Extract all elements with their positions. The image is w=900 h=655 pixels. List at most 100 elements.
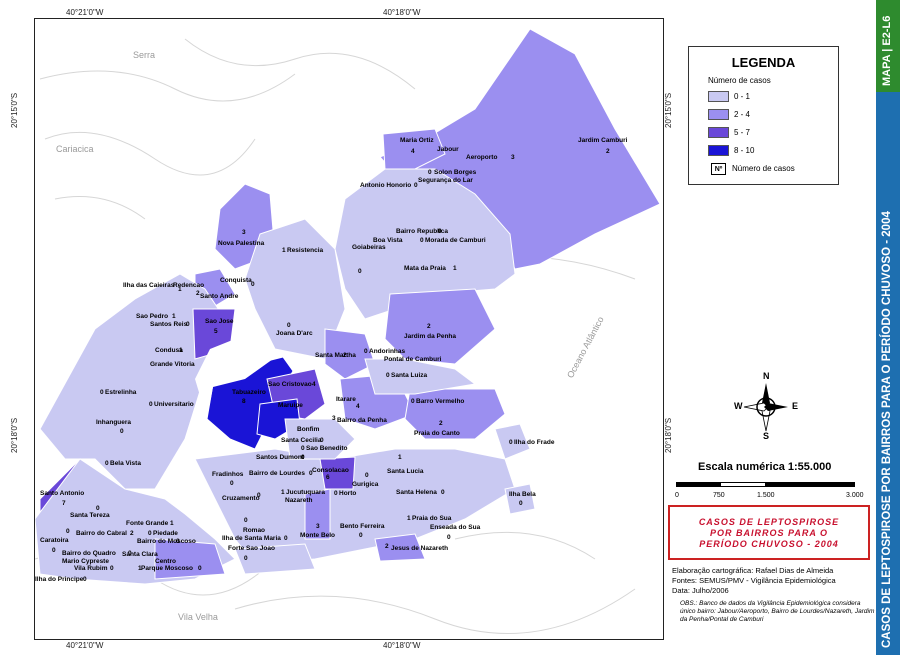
neighborhood-label: Santa Helena [396, 489, 437, 496]
neighborhood-label: Andorinhas [369, 348, 406, 355]
neighborhood-count: 7 [62, 500, 66, 507]
neighborhood-label: Nova Palestina [218, 240, 265, 247]
neighborhood-label: Romao [243, 527, 266, 534]
legend-swatch [708, 127, 729, 138]
neighborhood-label: Nazareth [285, 497, 313, 504]
neighborhood-count: 0 [176, 538, 180, 545]
info-date: Data: Julho/2006 [672, 586, 729, 595]
neighborhood-label: Antonio Honorio [360, 182, 412, 189]
neighborhood-count: 1 [172, 313, 176, 320]
neighborhood-label: Barro Vermelho [416, 398, 465, 405]
neighborhood-count: 8 [242, 398, 246, 405]
region-bonfim [284, 418, 356, 460]
neighborhood-count: 0 [284, 535, 288, 542]
neighborhood-label: Bairro da Penha [337, 417, 387, 424]
compass-n: N [763, 371, 770, 381]
neighborhood-count: 0 [287, 322, 291, 329]
coord-right-upper: 20°15'0"S [664, 92, 673, 128]
info-sources: Fontes: SEMUS/PMV - Vigilância Epidemiol… [672, 576, 836, 585]
coord-bottom-right: 40°18'0"W [383, 641, 421, 650]
neighborhood-count: 0 [83, 576, 87, 583]
neighborhood-label: Santos Dumont [256, 454, 305, 461]
region-moscoso [154, 538, 226, 580]
neighborhood-label: Ilha do Principe [35, 576, 84, 583]
neighborhood-label: Monte Belo [300, 532, 336, 539]
neighborhood-count: 1 [170, 520, 174, 527]
neighborhood-count: 3 [316, 523, 320, 530]
map-info: Elaboração cartográfica: Rafael Dias de … [672, 566, 872, 596]
neighborhood-label: Inhanguera [96, 419, 132, 426]
legend-class-label: 8 - 10 [734, 146, 755, 155]
neighborhood-label: Santa Tereza [70, 512, 110, 519]
neighborhood-label: Tabuazeiro [232, 389, 266, 396]
neighborhood-count: 0 [428, 169, 432, 176]
neighborhood-label: Parque Moscoso [141, 565, 194, 572]
neighborhood-count: 0 [438, 228, 442, 235]
region-goiabeiras [334, 168, 516, 320]
neighborhood-polygons [35, 28, 661, 585]
neighborhood-label: Joana D'arc [276, 330, 313, 337]
map-frame [34, 18, 664, 640]
neighborhood-label: Ilha do Frade [514, 439, 555, 446]
neighborhood-count: 1 [282, 247, 286, 254]
neighborhood-count: 0 [244, 517, 248, 524]
neighborhood-label: Bairro Republica [396, 228, 449, 235]
neighborhood-count: 0 [301, 454, 305, 461]
neighborhood-label: Ilha das Caieiras [123, 282, 175, 289]
neighborhood-label: Praia do Canto [414, 430, 460, 437]
neighborhood-count: 0 [358, 268, 362, 275]
neighborhood-count: 0 [301, 445, 305, 452]
neighborhood-label: Mario Cypreste [62, 558, 109, 565]
coord-right-lower: 20°18'0"S [664, 417, 673, 453]
neighborhood-count: 0 [251, 281, 255, 288]
neighborhood-label: Santa Cecilia [281, 437, 322, 444]
neighborhood-label: Fonte Grande [126, 520, 169, 527]
geo-label-cariacica: Cariacica [56, 144, 94, 154]
neighborhood-label: Maruipe [278, 402, 303, 409]
neighborhood-label: Bonfim [297, 426, 320, 433]
neighborhood-count: 0 [309, 470, 313, 477]
legend-swatch [708, 145, 729, 156]
neighborhood-count: 0 [320, 437, 324, 444]
neighborhood-label: Bairro do Cabral [76, 530, 127, 537]
geo-label-serra: Serra [133, 50, 156, 60]
neighborhood-count: 3 [511, 154, 515, 161]
neighborhood-label: Sao Pedro [136, 313, 169, 320]
neighborhood-label: Jardim da Penha [404, 333, 457, 340]
neighborhood-label: Sao Jose [205, 318, 234, 325]
compass-s: S [763, 431, 770, 441]
neighborhood-count: 0 [334, 490, 338, 497]
legend-swatch [708, 109, 729, 120]
neighborhood-count: 1 [398, 454, 402, 461]
legend-np-symbol: Nº [711, 163, 726, 175]
neighborhood-label: Santos Reis [150, 321, 188, 328]
neighborhood-count: 2 [385, 543, 389, 550]
neighborhood-count: 0 [509, 439, 513, 446]
legend-subtitle: Número de casos [708, 76, 771, 85]
neighborhood-count: 2 [343, 352, 347, 359]
scale-tick-1500: 1.500 [757, 492, 775, 499]
neighborhood-count: 0 [105, 460, 109, 467]
neighborhood-label: Consolacao [312, 467, 349, 474]
neighborhood-label: Santo Antonio [40, 490, 85, 497]
region-praia-do-canto [404, 388, 506, 440]
map-title-box: CASOS DE LEPTOSPIROSE POR BAIRROS PARA O… [668, 505, 870, 560]
neighborhood-label: Praia do Sua [412, 515, 452, 522]
neighborhood-label: Universitario [154, 401, 194, 408]
neighborhood-count: 6 [326, 474, 330, 481]
neighborhood-count: 2 [130, 530, 134, 537]
coord-left-upper: 20°15'0"S [10, 92, 19, 128]
neighborhood-label: Forte Sao Joao [228, 545, 275, 552]
neighborhood-count: 0 [110, 565, 114, 572]
neighborhood-label: Jabour [437, 146, 459, 153]
neighborhood-count: 0 [100, 389, 104, 396]
scale-tick-0: 0 [675, 492, 679, 499]
neighborhood-label: Segurança do Lar [418, 177, 473, 184]
neighborhood-label: Condusa [155, 347, 183, 354]
neighborhood-label: Resistencia [287, 247, 324, 254]
neighborhood-count: 1 [453, 265, 457, 272]
neighborhood-label: Sao Benedito [306, 445, 348, 452]
compass-w: W [734, 401, 743, 411]
scale-bar [676, 482, 855, 487]
neighborhood-label: Grande Vitoria [150, 361, 195, 368]
